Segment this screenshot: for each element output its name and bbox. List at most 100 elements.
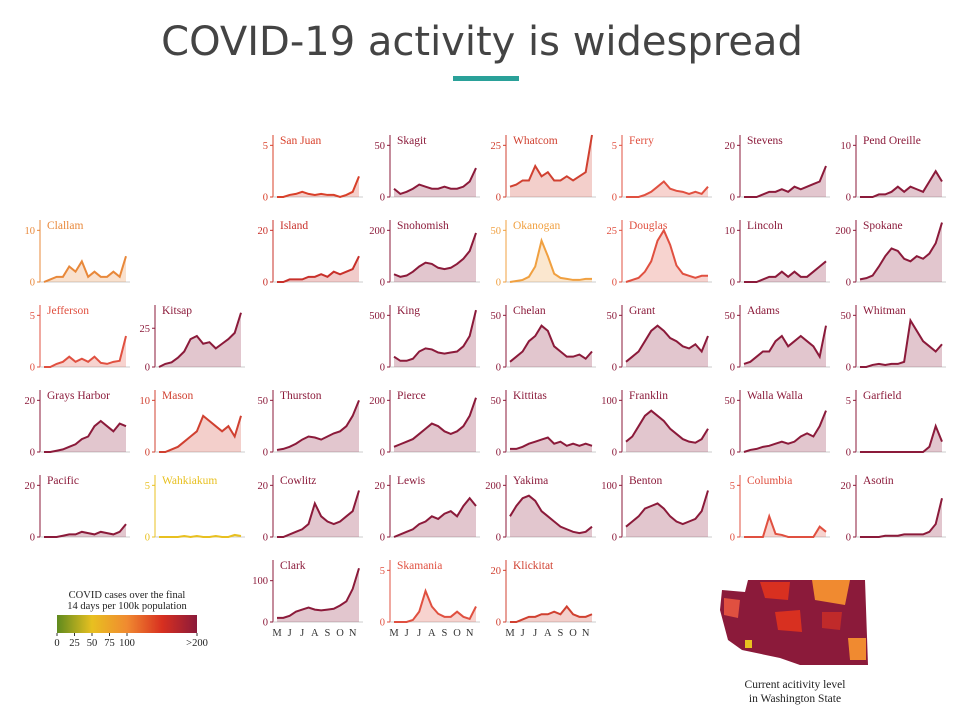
small-multiple: 0 50 Chelan — [491, 305, 596, 374]
line — [44, 335, 127, 368]
y-tick-label: 0 — [380, 448, 385, 459]
x-tick-label: O — [569, 628, 577, 639]
small-multiple: 0 25 Douglas — [607, 220, 712, 289]
y-tick-label: 50 — [725, 396, 736, 407]
small-multiple: 0 10 Lincoln — [725, 220, 830, 289]
line — [393, 232, 477, 278]
small-multiple: 0 20 Pacific — [25, 475, 130, 544]
chart-title: Asotin — [863, 475, 894, 487]
x-tick-label: M — [389, 628, 399, 639]
area — [510, 437, 592, 452]
area — [159, 415, 241, 452]
line — [44, 523, 127, 538]
small-multiple: 0 200 Yakima — [485, 475, 596, 544]
page-title: COVID-19 activity is widespread — [161, 19, 803, 65]
area — [860, 222, 942, 282]
area — [626, 325, 708, 367]
x-tick-label: S — [325, 628, 331, 639]
x-tick-label: M — [272, 628, 282, 639]
y-tick-label: 0 — [846, 533, 851, 544]
colorbar-tick-label: 50 — [87, 638, 98, 649]
y-tick-label: 0 — [612, 448, 617, 459]
small-multiple: 0 10 Clallam — [25, 220, 130, 289]
line — [859, 222, 943, 281]
y-tick-label: 0 — [846, 363, 851, 374]
area — [44, 421, 126, 452]
y-tick-label: 5 — [30, 311, 35, 322]
area — [744, 516, 826, 537]
y-tick-label: 0 — [496, 278, 501, 289]
y-tick-label: 50 — [491, 311, 502, 322]
legend-title: 14 days per 100k population — [67, 601, 187, 612]
line — [860, 169, 943, 198]
small-multiple: 0 50 Whitman — [841, 305, 946, 374]
line — [860, 498, 943, 538]
y-tick-label: 200 — [485, 481, 501, 492]
chart-title: Whatcom — [513, 135, 558, 147]
small-multiple: 0 5 San Juan — [263, 135, 363, 204]
small-multiple: 0 50 Skagit — [375, 135, 480, 204]
small-multiple: 0 10 Pend Oreille — [841, 135, 946, 204]
chart-title: Thurston — [280, 390, 322, 402]
line — [509, 134, 593, 188]
y-tick-label: 0 — [846, 448, 851, 459]
chart-title: Okanogan — [513, 220, 561, 232]
line — [743, 325, 827, 365]
y-tick-label: 0 — [730, 533, 735, 544]
y-tick-label: 0 — [846, 193, 851, 204]
x-tick-label: J — [300, 628, 304, 639]
area — [626, 181, 708, 197]
small-multiple: 0 100 Benton — [601, 475, 712, 544]
area — [860, 320, 942, 367]
line — [509, 494, 593, 535]
chart-title: Mason — [162, 390, 194, 402]
small-multiple: 0 50 Walla Walla — [725, 390, 830, 459]
chart-title: Pend Oreille — [863, 135, 921, 147]
colorbar-tick-label: >200 — [186, 638, 208, 649]
y-tick-label: 0 — [496, 533, 501, 544]
colorbar-tick-label: 75 — [104, 638, 115, 649]
line — [744, 260, 827, 283]
line — [626, 180, 709, 198]
y-tick-label: 20 — [491, 566, 502, 577]
chart-title: Whitman — [863, 305, 906, 317]
chart-title: Walla Walla — [747, 390, 803, 402]
area — [277, 568, 359, 622]
chart-title: San Juan — [280, 135, 321, 147]
small-multiple: 0 50 Thurston — [258, 390, 363, 459]
y-tick-label: 0 — [730, 363, 735, 374]
y-tick-label: 0 — [380, 618, 385, 629]
area — [626, 230, 708, 282]
line — [277, 490, 360, 538]
chart-title: King — [397, 305, 420, 317]
x-tick-label: O — [453, 628, 461, 639]
y-tick-label: 5 — [380, 566, 385, 577]
x-tick-label: J — [521, 628, 525, 639]
y-tick-label: 0 — [730, 278, 735, 289]
line — [510, 604, 593, 623]
small-multiple: 0 20 Cowlitz — [258, 475, 363, 544]
y-tick-label: 0 — [263, 278, 268, 289]
y-tick-label: 0 — [263, 448, 268, 459]
small-multiple: 0 200 Pierce — [369, 390, 480, 459]
chart-title: Grays Harbor — [47, 390, 110, 402]
chart-title: Ferry — [629, 135, 654, 147]
y-tick-label: 0 — [612, 363, 617, 374]
y-tick-label: 50 — [491, 226, 502, 237]
y-tick-label: 0 — [263, 618, 268, 629]
y-tick-label: 10 — [25, 226, 36, 237]
map-caption: in Washington State — [749, 693, 841, 705]
area — [510, 606, 592, 622]
area — [510, 325, 592, 367]
small-multiple: 0 20 Grays Harbor — [25, 390, 130, 459]
x-tick-label: N — [582, 628, 590, 639]
y-tick-label: 0 — [30, 448, 35, 459]
map-caption: Current acitivity level — [745, 679, 846, 691]
small-multiple: 0 5 Garfield — [846, 390, 946, 459]
y-tick-label: 0 — [846, 278, 851, 289]
y-tick-label: 50 — [607, 311, 618, 322]
legend-title: COVID cases over the final — [69, 590, 186, 601]
